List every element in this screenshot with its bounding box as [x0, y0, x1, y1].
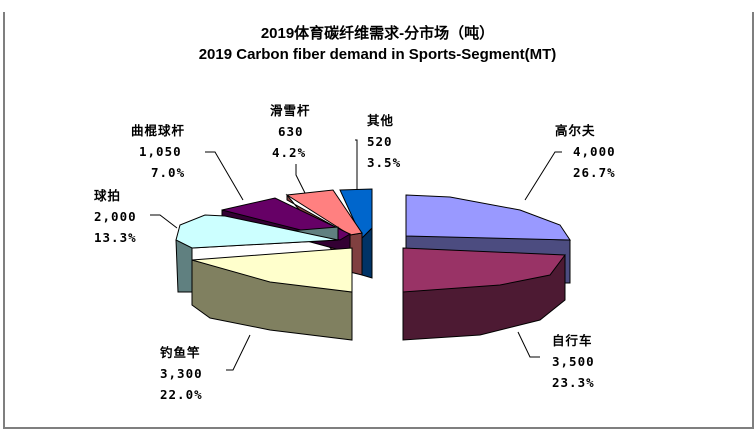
chart-title-cn: 2019体育碳纤维需求-分市场（吨）	[260, 25, 495, 42]
chart-frame	[3, 12, 754, 429]
label-racket: 球拍 2,000 13.3%	[94, 188, 137, 245]
chart-title-en: 2019 Carbon fiber demand in Sports-Segme…	[198, 46, 557, 63]
slice-racket-top	[175, 214, 339, 249]
leader-other	[355, 139, 358, 190]
leader-hockey	[205, 151, 244, 201]
label-ski: 滑雪杆 630 4.2%	[270, 103, 311, 160]
leader-fishing	[226, 334, 251, 371]
slice-bicycle-top	[402, 247, 566, 293]
slice-fishing-top	[191, 247, 353, 293]
label-hockey: 曲棍球杆 1,050 7.0%	[131, 123, 186, 180]
label-golf: 高尔夫 4,000 26.7%	[555, 123, 616, 180]
label-fishing: 钓鱼竿 3,300 22.0%	[160, 345, 203, 402]
leader-racket	[150, 214, 178, 229]
slice-golf-top	[405, 194, 571, 241]
label-bicycle: 自行车 3,500 23.3%	[552, 333, 595, 390]
slice-ski-top	[285, 189, 363, 236]
leader-golf	[524, 151, 562, 201]
label-other: 其他 520 3.5%	[367, 113, 402, 170]
leader-bicycle	[517, 331, 540, 358]
leader-ski	[295, 164, 306, 194]
